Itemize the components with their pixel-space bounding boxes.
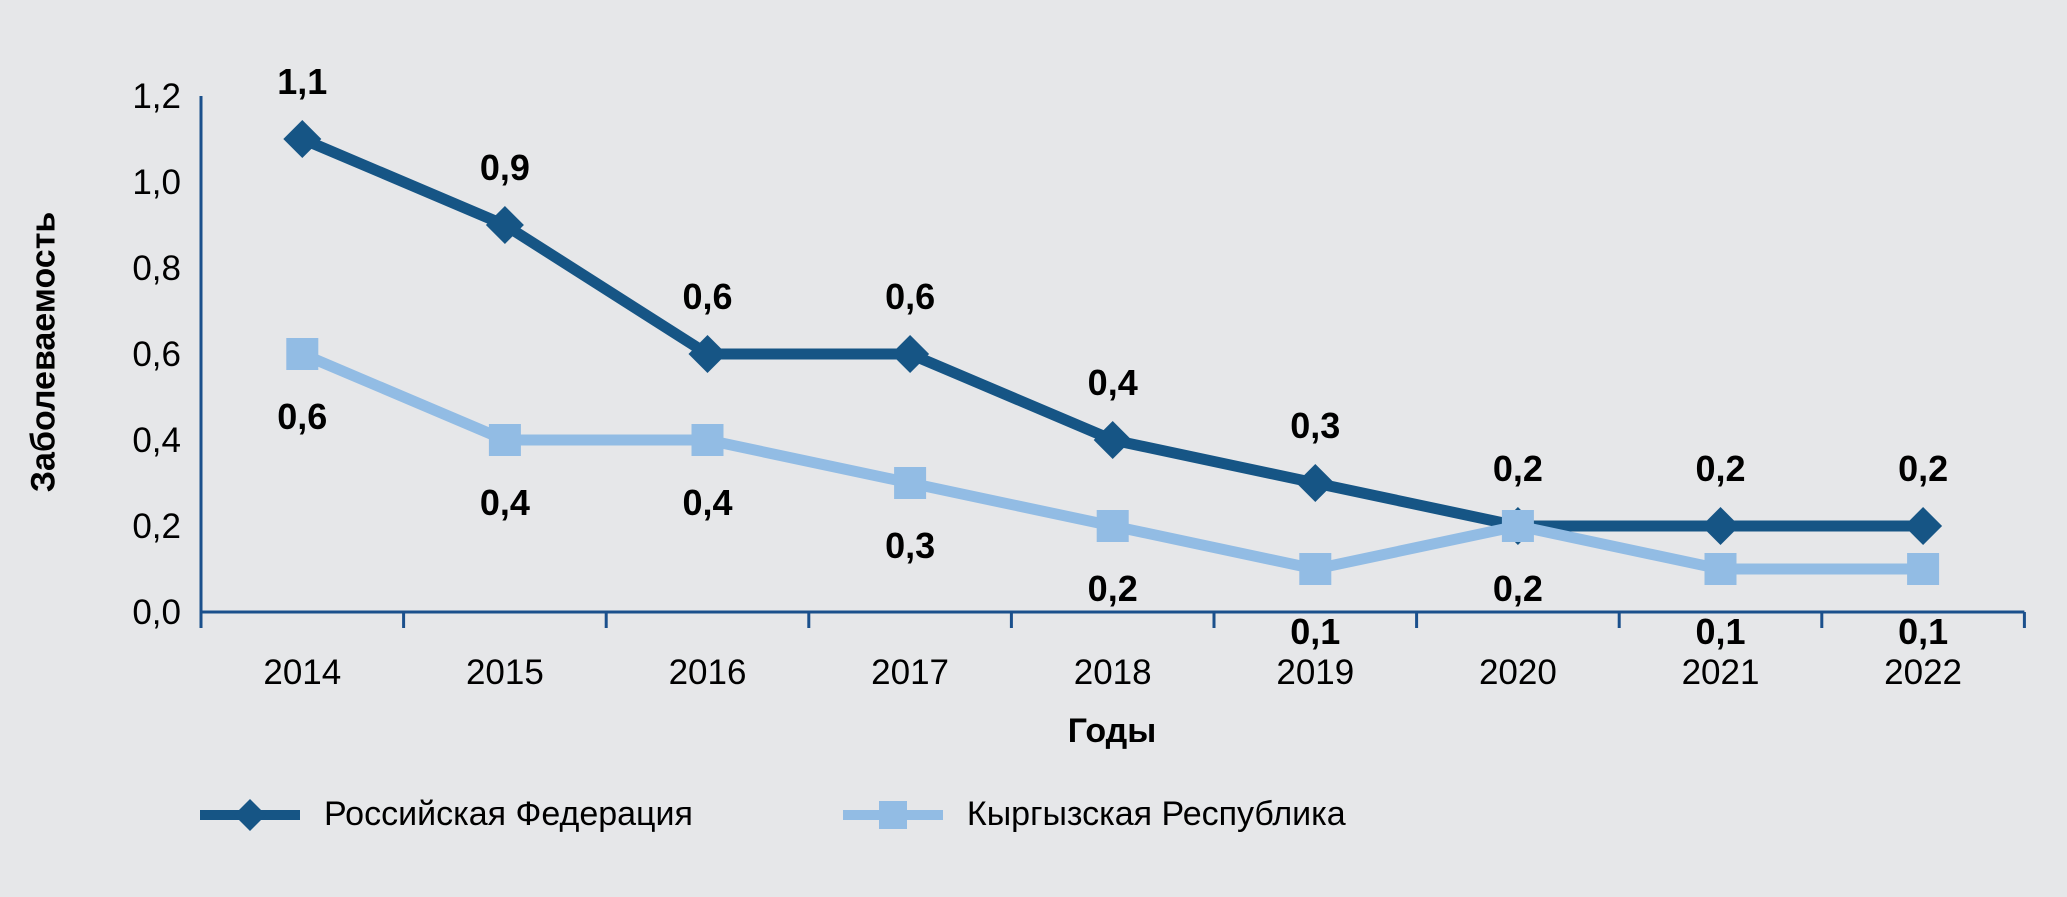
svg-text:0,4: 0,4 — [480, 482, 530, 523]
svg-text:1,0: 1,0 — [132, 163, 181, 202]
svg-text:0,2: 0,2 — [1088, 568, 1138, 609]
legend-label-kyrgyz: Кыргызская Республика — [966, 795, 1346, 833]
svg-text:1,1: 1,1 — [277, 61, 327, 102]
svg-text:0,2: 0,2 — [1493, 448, 1543, 489]
svg-text:0,2: 0,2 — [1493, 568, 1543, 609]
svg-text:0,4: 0,4 — [682, 482, 732, 523]
svg-text:2021: 2021 — [1682, 653, 1760, 692]
legend-item-kyrgyz: Кыргызская Республика — [842, 795, 1346, 834]
svg-text:2017: 2017 — [871, 653, 949, 692]
svg-text:2018: 2018 — [1074, 653, 1152, 692]
svg-text:0,3: 0,3 — [1290, 405, 1340, 446]
svg-text:0,6: 0,6 — [277, 396, 327, 437]
y-axis-title: Заболеваемость — [24, 211, 63, 493]
svg-text:1,2: 1,2 — [132, 77, 181, 116]
svg-text:0,4: 0,4 — [132, 421, 181, 460]
svg-text:0,2: 0,2 — [1695, 448, 1745, 489]
legend: Российская Федерация Кыргызская Республи… — [200, 795, 1346, 834]
svg-text:0,4: 0,4 — [1088, 362, 1138, 403]
svg-text:0,6: 0,6 — [132, 335, 181, 374]
svg-text:2016: 2016 — [669, 653, 747, 692]
svg-text:0,2: 0,2 — [132, 507, 181, 546]
svg-text:0,9: 0,9 — [480, 147, 530, 188]
svg-text:0,6: 0,6 — [885, 276, 935, 317]
svg-text:0,0: 0,0 — [132, 593, 181, 632]
legend-diamond-marker-icon — [200, 798, 300, 831]
svg-text:0,6: 0,6 — [682, 276, 732, 317]
svg-text:0,1: 0,1 — [1290, 611, 1340, 652]
legend-label-russia: Российская Федерация — [324, 795, 693, 833]
legend-item-russia: Российская Федерация — [200, 795, 693, 834]
svg-text:0,8: 0,8 — [132, 249, 181, 288]
svg-text:0,1: 0,1 — [1898, 611, 1948, 652]
svg-text:0,1: 0,1 — [1695, 611, 1745, 652]
svg-text:2014: 2014 — [263, 653, 341, 692]
svg-text:2020: 2020 — [1479, 653, 1557, 692]
svg-text:2019: 2019 — [1276, 653, 1354, 692]
svg-text:0,3: 0,3 — [885, 525, 935, 566]
svg-text:0,2: 0,2 — [1898, 448, 1948, 489]
x-axis-title: Годы — [1067, 712, 1157, 750]
svg-text:2015: 2015 — [466, 653, 544, 692]
svg-text:2022: 2022 — [1884, 653, 1962, 692]
legend-square-marker-icon — [842, 800, 943, 829]
